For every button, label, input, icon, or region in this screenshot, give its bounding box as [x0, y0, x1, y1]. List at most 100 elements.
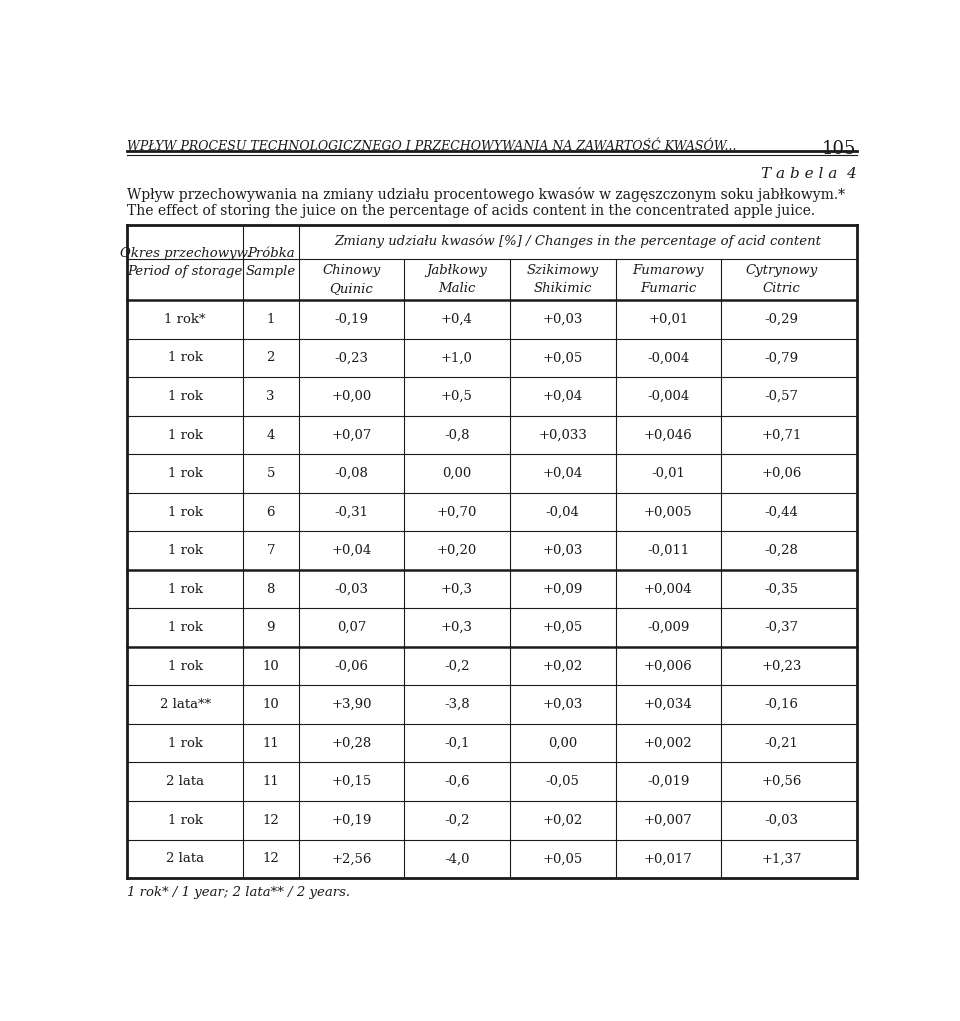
- Text: +0,017: +0,017: [644, 853, 693, 865]
- Text: 1 rok: 1 rok: [168, 737, 203, 749]
- Text: +0,05: +0,05: [542, 351, 583, 364]
- Text: -0,37: -0,37: [764, 621, 799, 634]
- Text: +0,006: +0,006: [644, 660, 693, 673]
- Text: 12: 12: [262, 814, 279, 827]
- Text: +1,37: +1,37: [761, 853, 802, 865]
- Text: -0,19: -0,19: [334, 313, 369, 326]
- Text: +0,3: +0,3: [441, 621, 473, 634]
- Text: 1 rok: 1 rok: [168, 429, 203, 441]
- Text: -0,01: -0,01: [652, 467, 685, 480]
- Text: 10: 10: [262, 698, 279, 712]
- Text: 12: 12: [262, 853, 279, 865]
- Text: -0,011: -0,011: [647, 544, 689, 557]
- Text: +0,033: +0,033: [539, 429, 588, 441]
- Text: -0,08: -0,08: [334, 467, 369, 480]
- Text: +0,70: +0,70: [437, 505, 477, 519]
- Text: +0,04: +0,04: [331, 544, 372, 557]
- Text: -0,03: -0,03: [334, 583, 369, 595]
- Text: -0,29: -0,29: [764, 313, 799, 326]
- Text: +0,005: +0,005: [644, 505, 693, 519]
- Text: +0,06: +0,06: [761, 467, 802, 480]
- Text: -0,2: -0,2: [444, 660, 469, 673]
- Text: +0,19: +0,19: [331, 814, 372, 827]
- Text: +0,28: +0,28: [331, 737, 372, 749]
- Text: +0,046: +0,046: [644, 429, 693, 441]
- Text: 1 rok: 1 rok: [168, 351, 203, 364]
- Text: -0,05: -0,05: [545, 775, 580, 788]
- Text: 4: 4: [267, 429, 275, 441]
- Text: +0,02: +0,02: [542, 660, 583, 673]
- Text: 7: 7: [267, 544, 275, 557]
- Text: 11: 11: [262, 775, 279, 788]
- Text: -0,004: -0,004: [647, 351, 689, 364]
- Text: -0,03: -0,03: [764, 814, 799, 827]
- Text: +0,15: +0,15: [331, 775, 372, 788]
- Text: +0,3: +0,3: [441, 583, 473, 595]
- Text: WPŁYW PROCESU TECHNOLOGICZNEGO I PRZECHOWYWANIA NA ZAWARTOŚĆ KWASÓW...: WPŁYW PROCESU TECHNOLOGICZNEGO I PRZECHO…: [128, 140, 737, 153]
- Text: +0,20: +0,20: [437, 544, 477, 557]
- Text: 3: 3: [267, 390, 275, 403]
- Text: Szikimowy
Shikimic: Szikimowy Shikimic: [527, 263, 599, 295]
- Text: +0,07: +0,07: [331, 429, 372, 441]
- Text: 1 rok*: 1 rok*: [164, 313, 205, 326]
- Text: +0,05: +0,05: [542, 621, 583, 634]
- Text: 11: 11: [262, 737, 279, 749]
- Text: -0,16: -0,16: [764, 698, 799, 712]
- Text: +0,00: +0,00: [331, 390, 372, 403]
- Text: 10: 10: [262, 660, 279, 673]
- Text: +0,02: +0,02: [542, 814, 583, 827]
- Text: -0,57: -0,57: [764, 390, 799, 403]
- Text: 2: 2: [267, 351, 275, 364]
- Text: -0,31: -0,31: [334, 505, 369, 519]
- Text: Chinowy
Quinic: Chinowy Quinic: [323, 263, 380, 295]
- Text: 2 lata**: 2 lata**: [159, 698, 210, 712]
- Text: +0,4: +0,4: [441, 313, 473, 326]
- Text: 0,00: 0,00: [548, 737, 577, 749]
- Text: 2 lata: 2 lata: [166, 775, 204, 788]
- Text: The effect of storing the juice on the percentage of acids content in the concen: The effect of storing the juice on the p…: [128, 204, 816, 218]
- Text: -4,0: -4,0: [444, 853, 469, 865]
- Text: +0,5: +0,5: [441, 390, 473, 403]
- Text: -0,04: -0,04: [545, 505, 580, 519]
- Text: Próbka
Sample: Próbka Sample: [246, 247, 296, 278]
- Text: -0,21: -0,21: [764, 737, 799, 749]
- Text: Jabłkowy
Malic: Jabłkowy Malic: [426, 263, 488, 295]
- Text: -0,004: -0,004: [647, 390, 689, 403]
- Text: +2,56: +2,56: [331, 853, 372, 865]
- Text: 2 lata: 2 lata: [166, 853, 204, 865]
- Text: +0,71: +0,71: [761, 429, 802, 441]
- Text: 1 rok: 1 rok: [168, 544, 203, 557]
- Text: +0,03: +0,03: [542, 544, 583, 557]
- Text: 8: 8: [267, 583, 275, 595]
- Text: -0,1: -0,1: [444, 737, 469, 749]
- Text: 1: 1: [267, 313, 275, 326]
- Text: Cytrynowy
Citric: Cytrynowy Citric: [745, 263, 818, 295]
- Text: 5: 5: [267, 467, 275, 480]
- Text: -0,6: -0,6: [444, 775, 469, 788]
- Text: -0,35: -0,35: [764, 583, 799, 595]
- Text: +0,002: +0,002: [644, 737, 693, 749]
- Text: +3,90: +3,90: [331, 698, 372, 712]
- Text: +1,0: +1,0: [441, 351, 473, 364]
- Text: 105: 105: [822, 140, 856, 158]
- Text: +0,007: +0,007: [644, 814, 693, 827]
- Text: -3,8: -3,8: [444, 698, 469, 712]
- Text: +0,23: +0,23: [761, 660, 802, 673]
- Text: -0,009: -0,009: [647, 621, 689, 634]
- Text: +0,004: +0,004: [644, 583, 693, 595]
- Text: 9: 9: [267, 621, 275, 634]
- Text: 0,07: 0,07: [337, 621, 366, 634]
- Text: -0,06: -0,06: [334, 660, 369, 673]
- Text: +0,03: +0,03: [542, 698, 583, 712]
- Text: -0,23: -0,23: [334, 351, 369, 364]
- Text: +0,034: +0,034: [644, 698, 693, 712]
- Text: 1 rok: 1 rok: [168, 660, 203, 673]
- Text: +0,05: +0,05: [542, 853, 583, 865]
- Text: -0,8: -0,8: [444, 429, 469, 441]
- Text: 1 rok: 1 rok: [168, 621, 203, 634]
- Text: +0,04: +0,04: [542, 390, 583, 403]
- Text: +0,04: +0,04: [542, 467, 583, 480]
- Text: 1 rok* / 1 year; 2 lata** / 2 years.: 1 rok* / 1 year; 2 lata** / 2 years.: [128, 886, 350, 898]
- Text: 0,00: 0,00: [443, 467, 471, 480]
- Text: -0,2: -0,2: [444, 814, 469, 827]
